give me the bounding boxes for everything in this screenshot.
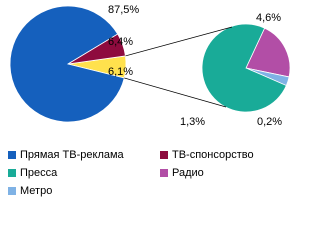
legend-label: Метро	[20, 185, 52, 197]
pie-slice	[9, 5, 125, 123]
chart: 87,5% 6,4% 6,1% 4,6% 1,3% 0,2% Прямая ТВ-рекла…	[8, 4, 291, 197]
legend-label: ТВ-спонсорство	[172, 149, 254, 161]
pie-slice	[201, 23, 287, 113]
legend-swatch	[160, 151, 168, 159]
data-label: 6,4%	[108, 36, 133, 48]
connector	[125, 26, 233, 57]
data-label: 1,3%	[180, 116, 205, 128]
legend-label: Прямая ТВ-реклама	[20, 149, 125, 161]
legend-label: Радио	[172, 167, 204, 179]
connector	[124, 77, 227, 108]
legend-label: Пресса	[20, 167, 58, 179]
legend-swatch	[160, 169, 168, 177]
pie-slice	[245, 27, 291, 78]
legend-swatch	[8, 151, 16, 159]
legend-swatch	[8, 187, 16, 195]
data-label: 6,1%	[108, 66, 133, 78]
data-label: 87,5%	[108, 4, 139, 16]
data-label: 0,2%	[257, 116, 282, 128]
legend-swatch	[8, 169, 16, 177]
data-label: 4,6%	[256, 12, 281, 24]
